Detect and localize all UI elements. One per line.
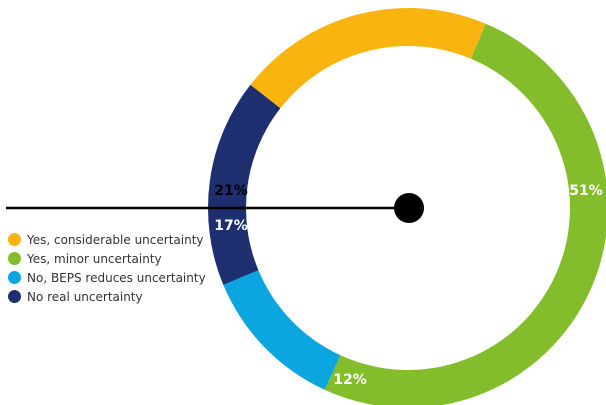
slice-data-label: 12% bbox=[333, 372, 367, 388]
legend-item: No, BEPS reduces uncertainty bbox=[8, 268, 206, 287]
legend-swatch bbox=[8, 252, 21, 265]
legend-label: No real uncertainty bbox=[27, 289, 143, 304]
legend-item: Yes, minor uncertainty bbox=[8, 249, 206, 268]
legend-swatch bbox=[8, 271, 21, 284]
legend-label: Yes, considerable uncertainty bbox=[27, 232, 204, 247]
slice-data-label: 17% bbox=[214, 218, 248, 234]
donut-slice bbox=[223, 270, 341, 390]
legend-label: Yes, minor uncertainty bbox=[27, 251, 162, 266]
slice-data-label: 51% bbox=[569, 183, 603, 199]
legend-item: Yes, considerable uncertainty bbox=[8, 230, 206, 249]
legend: Yes, considerable uncertainty Yes, minor… bbox=[8, 230, 206, 306]
donut-slice bbox=[250, 7, 486, 109]
donut-slice bbox=[208, 84, 281, 285]
pointer-dot bbox=[394, 193, 424, 223]
slice-data-label: 21% bbox=[214, 183, 248, 199]
legend-swatch bbox=[8, 233, 21, 246]
donut-slice bbox=[324, 23, 606, 405]
legend-swatch bbox=[8, 290, 21, 303]
legend-item: No real uncertainty bbox=[8, 287, 206, 306]
legend-label: No, BEPS reduces uncertainty bbox=[27, 270, 206, 285]
